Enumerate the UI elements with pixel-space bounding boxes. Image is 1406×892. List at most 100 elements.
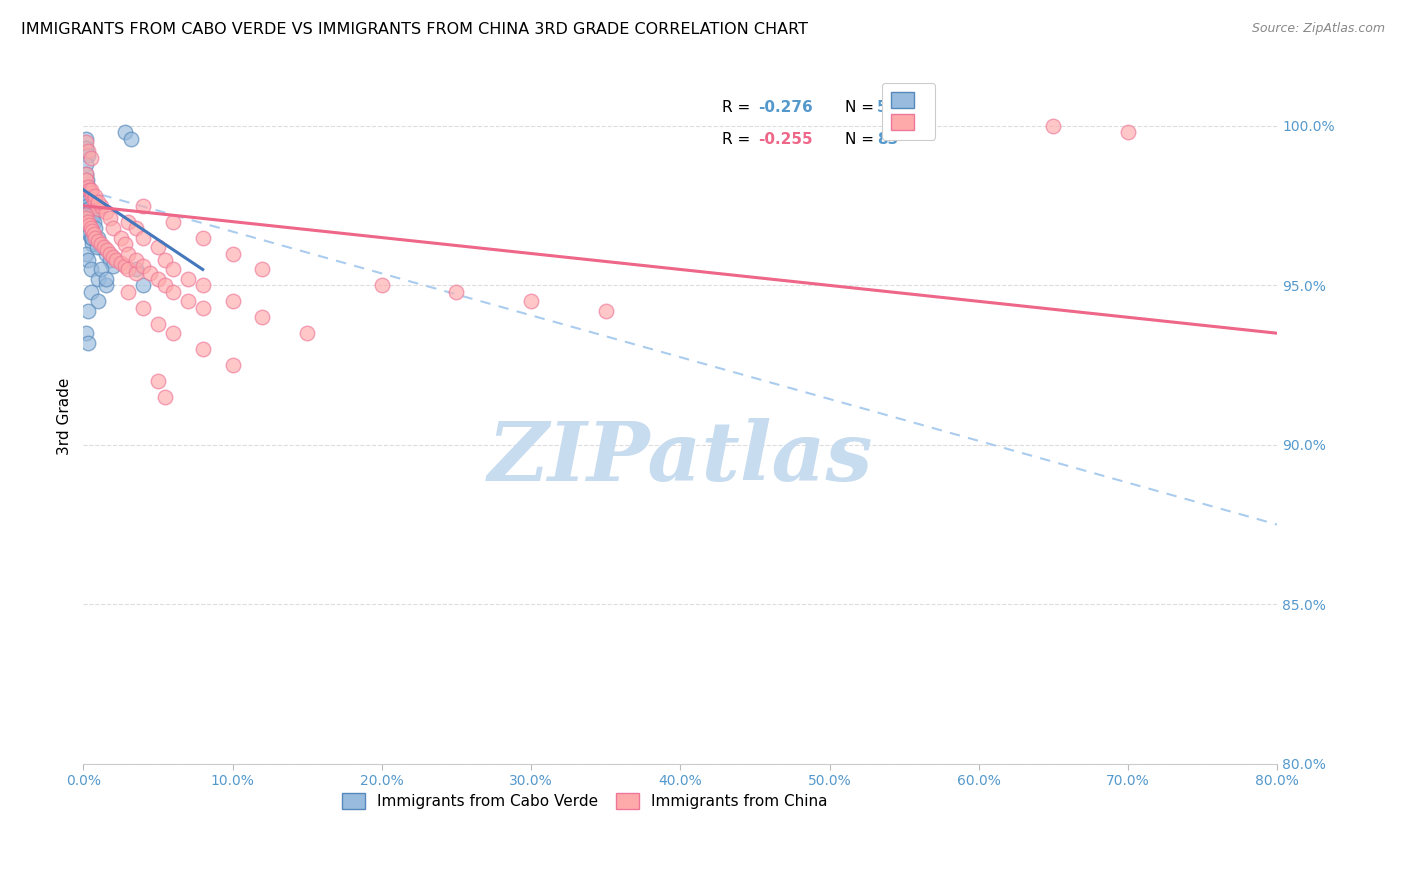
Point <box>77 227 100 242</box>
Point <box>80 221 103 235</box>
Point <box>446 285 468 299</box>
Point <box>124 252 146 267</box>
Point <box>76 221 98 235</box>
Point <box>94 246 117 260</box>
Point <box>82 189 104 203</box>
Point <box>101 250 124 264</box>
Point <box>75 214 97 228</box>
Point <box>146 374 169 388</box>
Text: N =: N = <box>845 133 879 147</box>
Point <box>84 195 107 210</box>
Point <box>83 214 105 228</box>
Point <box>252 262 274 277</box>
Point <box>98 211 121 226</box>
Point <box>75 135 97 149</box>
Point <box>75 173 97 187</box>
Point <box>76 202 98 216</box>
Point <box>96 244 118 258</box>
Point <box>520 294 543 309</box>
Point <box>75 211 97 226</box>
Point <box>124 266 146 280</box>
Point <box>101 260 124 274</box>
Point <box>75 189 97 203</box>
Point <box>77 186 100 200</box>
Point <box>90 262 112 277</box>
Point <box>80 192 103 206</box>
Legend: Immigrants from Cabo Verde, Immigrants from China: Immigrants from Cabo Verde, Immigrants f… <box>336 787 834 815</box>
Point <box>84 221 107 235</box>
Text: R =: R = <box>723 100 755 115</box>
Point <box>162 214 184 228</box>
Point <box>76 214 98 228</box>
Point <box>75 326 97 341</box>
Point <box>132 199 155 213</box>
Point <box>110 256 132 270</box>
Point <box>139 266 162 280</box>
Point <box>87 272 110 286</box>
Point <box>132 278 155 293</box>
Point <box>77 183 100 197</box>
Point <box>146 317 169 331</box>
Point <box>117 246 139 260</box>
Point <box>146 240 169 254</box>
Point <box>1042 119 1064 133</box>
Point <box>80 230 103 244</box>
Point <box>80 262 103 277</box>
Point <box>86 240 108 254</box>
Point <box>76 304 98 318</box>
Point <box>132 301 155 315</box>
Point <box>80 151 103 165</box>
Y-axis label: 3rd Grade: 3rd Grade <box>58 377 72 455</box>
Point <box>75 218 97 232</box>
Point <box>87 230 110 244</box>
Text: ZIPatlas: ZIPatlas <box>488 417 873 498</box>
Point <box>83 227 105 242</box>
Point <box>132 260 155 274</box>
Point <box>114 260 136 274</box>
Point <box>79 189 101 203</box>
Point <box>75 157 97 171</box>
Point <box>117 214 139 228</box>
Point <box>191 301 214 315</box>
Point <box>76 145 98 159</box>
Point <box>76 147 98 161</box>
Point <box>146 272 169 286</box>
Point <box>77 183 100 197</box>
Point <box>221 358 243 372</box>
Point <box>117 285 139 299</box>
Point <box>124 262 146 277</box>
Text: Source: ZipAtlas.com: Source: ZipAtlas.com <box>1251 22 1385 36</box>
Point <box>155 390 177 404</box>
Point <box>76 173 98 187</box>
Point <box>75 195 97 210</box>
Point <box>76 179 98 194</box>
Point <box>94 272 117 286</box>
Point <box>90 240 112 254</box>
Point <box>76 224 98 238</box>
Point <box>221 294 243 309</box>
Point <box>595 304 617 318</box>
Point <box>77 205 100 219</box>
Point <box>75 167 97 181</box>
Point <box>90 199 112 213</box>
Point <box>80 208 103 222</box>
Point <box>191 342 214 356</box>
Point <box>83 192 105 206</box>
Point <box>82 195 104 210</box>
Point <box>295 326 318 341</box>
Point <box>82 211 104 226</box>
Point <box>75 246 97 260</box>
Point <box>177 272 200 286</box>
Point <box>87 294 110 309</box>
Point <box>191 278 214 293</box>
Point <box>87 195 110 210</box>
Point <box>82 236 104 251</box>
Point <box>132 230 155 244</box>
Point <box>155 252 177 267</box>
Point <box>90 236 112 251</box>
Point <box>83 199 105 213</box>
Point <box>94 278 117 293</box>
Point <box>82 230 104 244</box>
Point <box>162 326 184 341</box>
Point <box>80 183 103 197</box>
